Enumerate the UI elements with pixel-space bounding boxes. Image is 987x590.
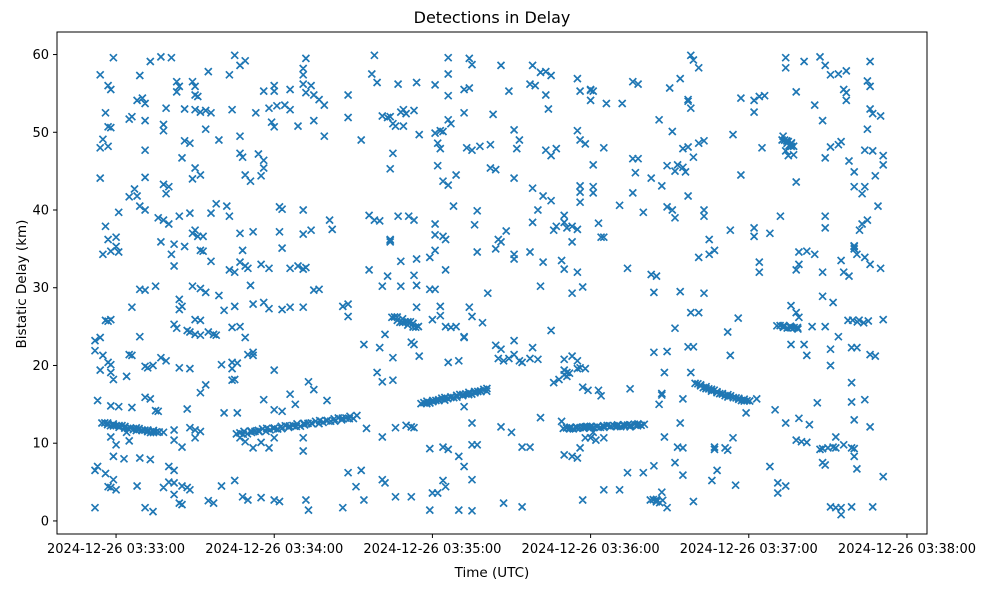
x-tick-label: 2024-12-26 03:34:00	[205, 542, 343, 557]
y-tick-label: 10	[32, 437, 49, 452]
x-tick-label: 2024-12-26 03:36:00	[522, 542, 660, 557]
y-tick-label: 40	[32, 204, 49, 219]
y-axis-label: Bistatic Delay (km)	[14, 219, 30, 349]
x-axis-label: Time (UTC)	[454, 565, 530, 581]
x-tick-label: 2024-12-26 03:37:00	[680, 542, 818, 557]
y-tick-label: 0	[41, 514, 49, 529]
plot-frame	[56, 31, 928, 535]
y-tick-label: 50	[32, 126, 49, 141]
y-tick-label: 30	[32, 281, 49, 296]
x-tick-label: 2024-12-26 03:33:00	[47, 542, 185, 557]
chart-title: Detections in Delay	[413, 8, 571, 27]
y-tick-label: 20	[32, 359, 49, 374]
scatter-markers	[90, 51, 888, 519]
x-tick-label: 2024-12-26 03:38:00	[838, 542, 976, 557]
y-tick-label: 60	[32, 48, 49, 63]
x-tick-label: 2024-12-26 03:35:00	[363, 542, 501, 557]
